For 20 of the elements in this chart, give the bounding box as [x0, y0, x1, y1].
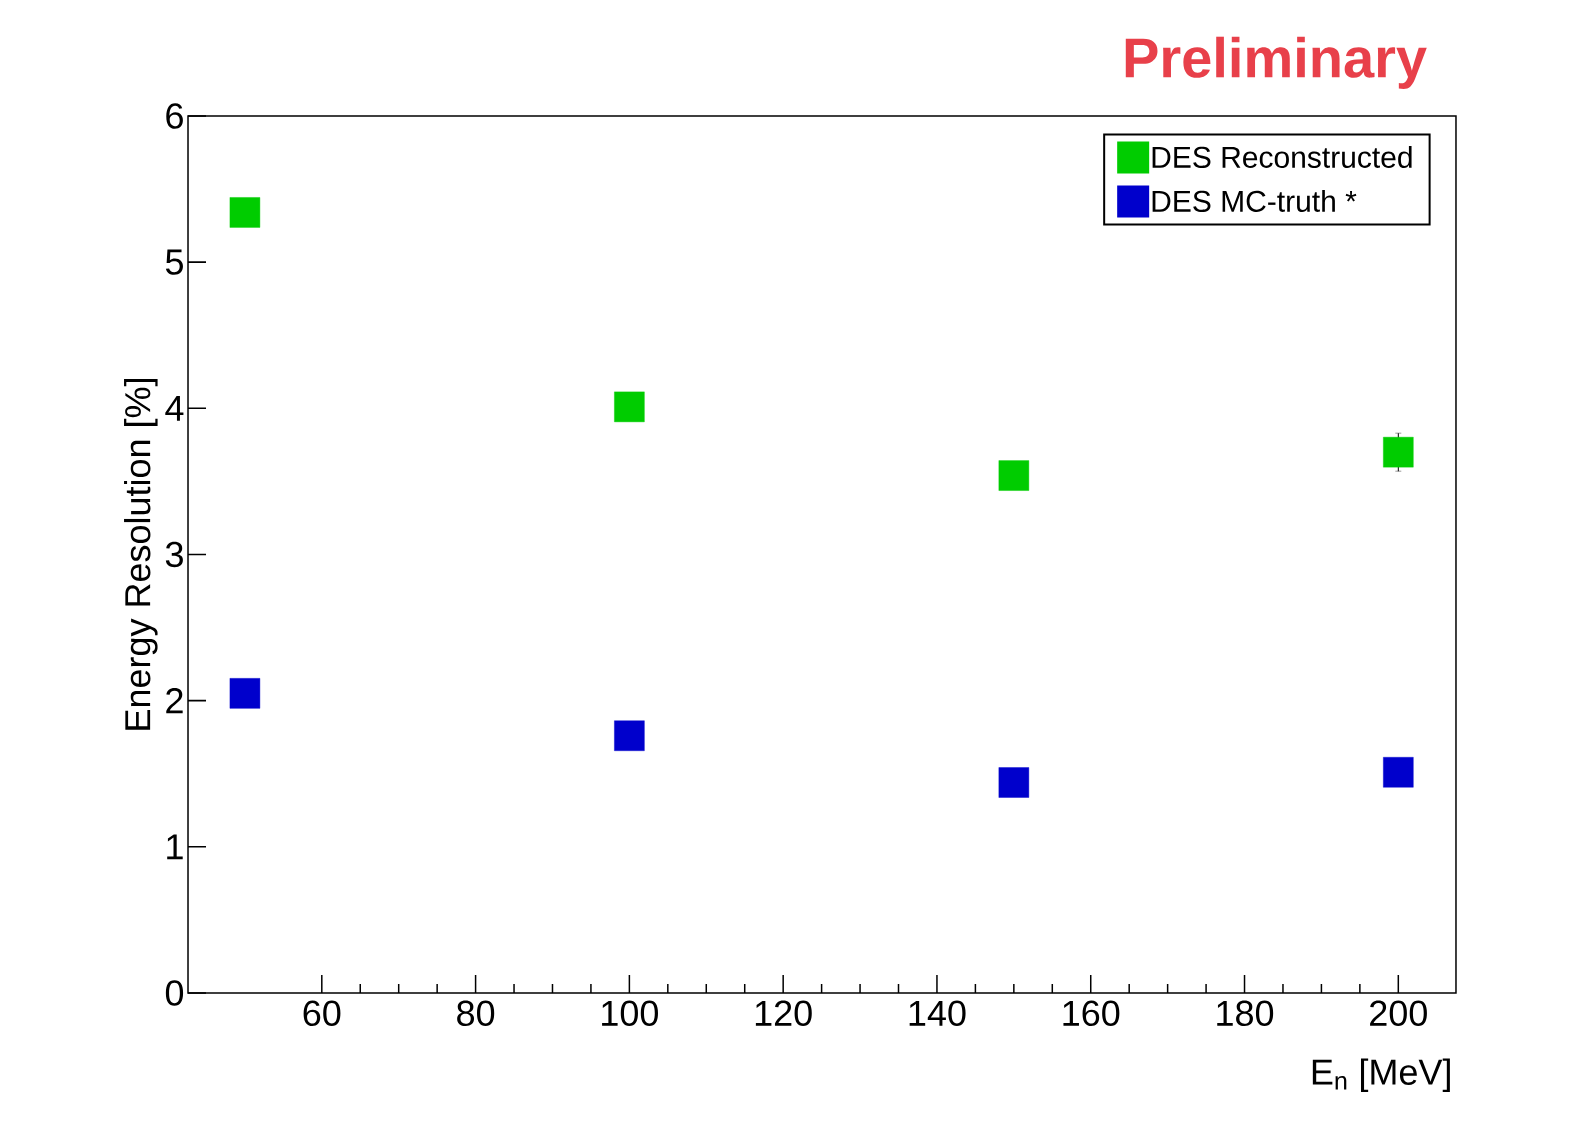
x-tick-label: 100 [602, 1000, 658, 1026]
y-tick-label: 5 [165, 249, 183, 275]
x-tick-label: 60 [303, 1000, 341, 1026]
y-tick-label: 4 [165, 395, 184, 421]
legend-label: DES MC-truth * [1152, 189, 1357, 212]
chart-title: Preliminary [1125, 36, 1427, 89]
y-tick-label: 0 [165, 980, 184, 1006]
y-tick-label: 3 [165, 541, 183, 568]
y-tick-label: 2 [166, 688, 183, 714]
x-tick-label: 180 [1217, 1000, 1274, 1026]
x-axis-title: E$_{n}$ [MeV] [1312, 1058, 1450, 1093]
x-tick-label: 80 [457, 1000, 495, 1026]
x-tick-label: 160 [1063, 1000, 1120, 1026]
y-tick-label: 6 [166, 103, 183, 129]
x-tick-label: 140 [909, 1000, 966, 1026]
y-axis-title: Energy Resolution [%] [124, 379, 158, 730]
y-tick-label: 1 [167, 834, 183, 860]
x-tick-label: 200 [1370, 1000, 1427, 1026]
legend-label: DES Reconstructed [1152, 145, 1412, 168]
x-tick-label: 120 [755, 1000, 812, 1026]
